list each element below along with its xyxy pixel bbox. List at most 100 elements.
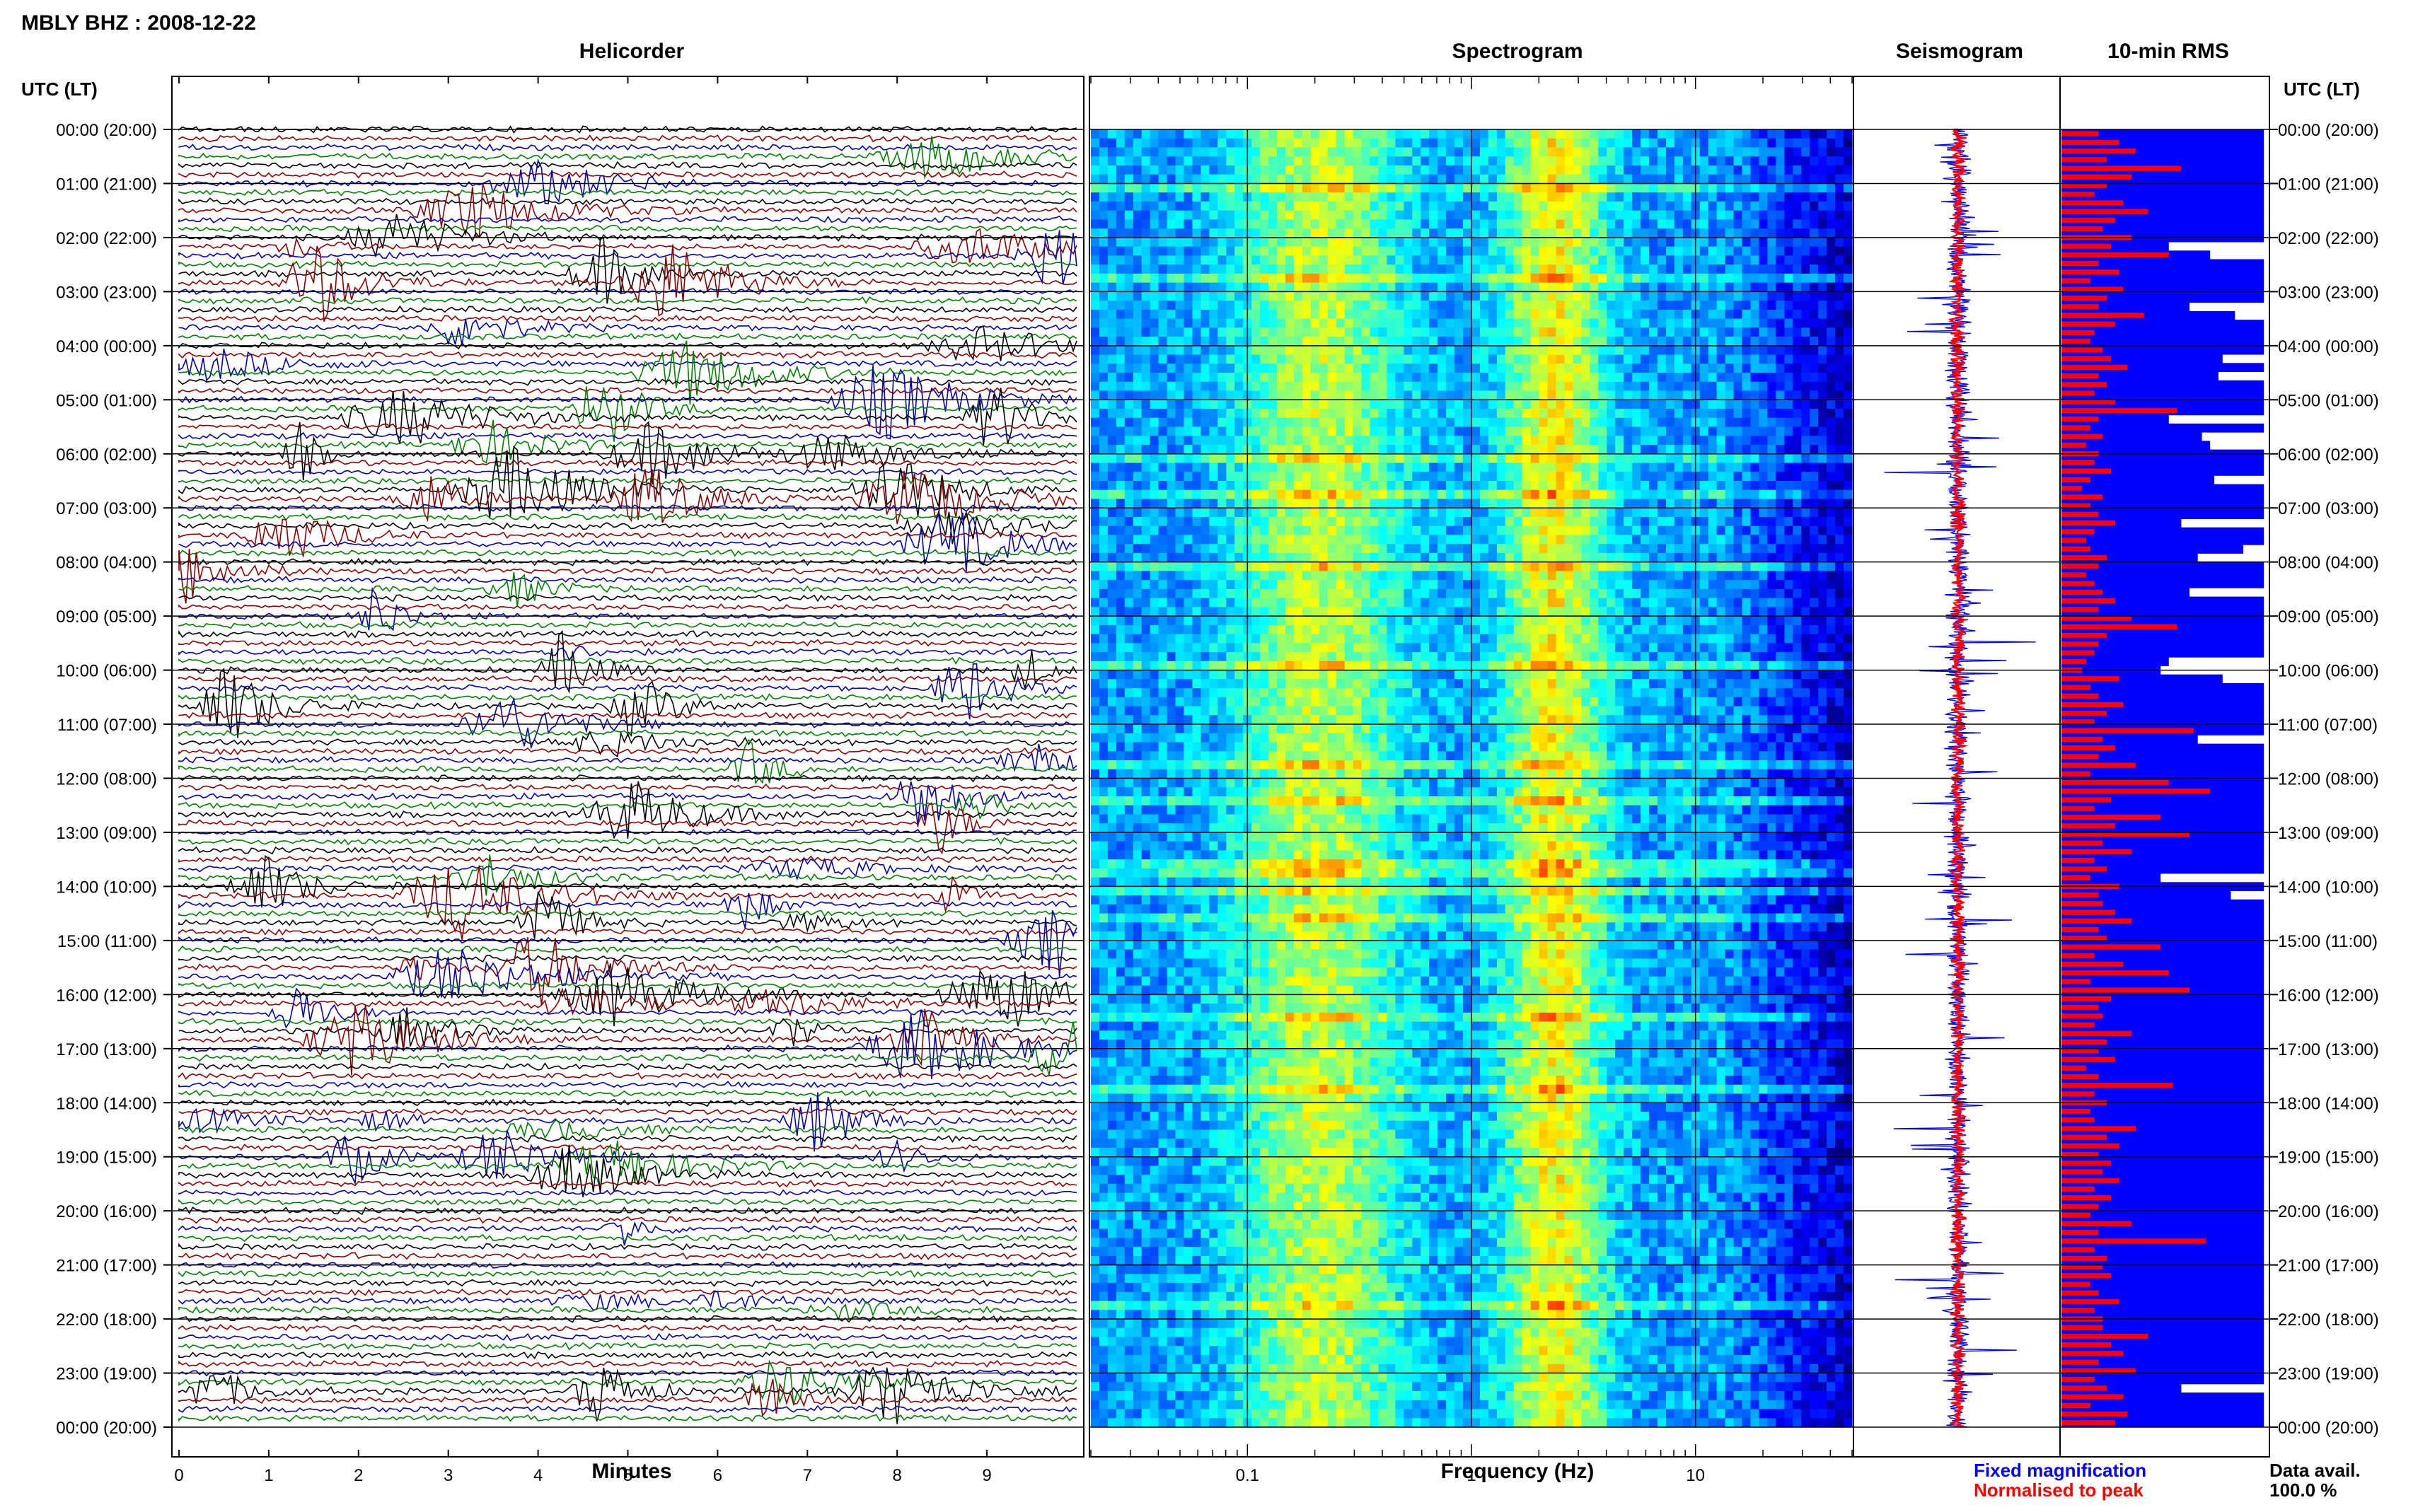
spectrogram-cell bbox=[1725, 129, 1735, 139]
spectrogram-cell bbox=[1141, 129, 1151, 139]
spectrogram-cell bbox=[1505, 318, 1515, 328]
spectrogram-cell bbox=[1716, 390, 1726, 400]
spectrogram-cell bbox=[1293, 147, 1303, 157]
spectrogram-cell bbox=[1141, 354, 1151, 364]
spectrogram-cell bbox=[1336, 264, 1346, 274]
spectrogram-cell bbox=[1488, 544, 1498, 554]
spectrogram-cell bbox=[1327, 192, 1337, 202]
spectrogram-cell bbox=[1750, 129, 1760, 139]
spectrogram-cell bbox=[1141, 436, 1151, 446]
spectrogram-cell bbox=[1674, 525, 1684, 535]
spectrogram-cell bbox=[1302, 273, 1312, 284]
spectrogram-cell bbox=[1844, 390, 1853, 400]
spectrogram-cell bbox=[1268, 373, 1278, 383]
spectrogram-cell bbox=[1133, 535, 1143, 545]
spectrogram-cell bbox=[1658, 588, 1667, 599]
spectrogram-cell bbox=[1699, 489, 1709, 499]
spectrogram-cell bbox=[1784, 489, 1793, 499]
spectrogram-cell bbox=[1167, 282, 1176, 292]
spectrogram-cell bbox=[1505, 138, 1515, 148]
spectrogram-cell bbox=[1395, 147, 1404, 157]
spectrogram-cell bbox=[1539, 210, 1549, 220]
spectrogram-cell bbox=[1454, 525, 1464, 535]
spectrogram-cell bbox=[1793, 588, 1802, 599]
spectrogram-cell bbox=[1530, 525, 1540, 535]
spectrogram-cell bbox=[1844, 201, 1853, 211]
spectrogram-cell bbox=[1344, 472, 1354, 482]
spectrogram-cell bbox=[1395, 364, 1404, 373]
spectrogram-cell bbox=[1784, 417, 1793, 428]
spectrogram-cell bbox=[1133, 183, 1143, 193]
spectrogram-cell bbox=[1234, 373, 1244, 383]
spectrogram-cell bbox=[1175, 381, 1185, 392]
spectrogram-cell bbox=[1699, 345, 1709, 356]
spectrogram-cell bbox=[1556, 273, 1566, 284]
spectrogram-cell bbox=[1438, 453, 1447, 464]
spectrogram-cell bbox=[1141, 210, 1151, 220]
spectrogram-cell bbox=[1133, 192, 1143, 202]
spectrogram-cell bbox=[1530, 453, 1540, 464]
spectrogram-cell bbox=[1378, 571, 1388, 581]
spectrogram-cell bbox=[1184, 237, 1193, 248]
spectrogram-cell bbox=[1395, 165, 1404, 175]
spectrogram-cell bbox=[1302, 426, 1312, 436]
spectrogram-cell bbox=[1801, 183, 1810, 193]
spectrogram-cell bbox=[1285, 192, 1295, 202]
spectrogram-cell bbox=[1217, 210, 1227, 220]
spectrogram-cell bbox=[1530, 607, 1540, 617]
spectrogram-cell bbox=[1742, 210, 1752, 220]
spectrogram-cell bbox=[1530, 562, 1540, 571]
spectrogram-cell bbox=[1708, 309, 1718, 320]
helicorder-trace bbox=[178, 621, 1077, 630]
spectrogram-cell bbox=[1708, 255, 1718, 265]
spectrogram-cell bbox=[1438, 192, 1447, 202]
spectrogram-cell bbox=[1835, 544, 1844, 554]
spectrogram-cell bbox=[1742, 571, 1752, 581]
spectrogram-cell bbox=[1471, 138, 1481, 148]
spectrogram-cell bbox=[1226, 508, 1235, 518]
spectrogram-cell bbox=[1530, 580, 1540, 590]
spectrogram-cell bbox=[1844, 156, 1853, 166]
spectrogram-cell bbox=[1742, 544, 1752, 554]
spectrogram-cell bbox=[1666, 562, 1675, 571]
spectrogram-cell bbox=[1438, 598, 1447, 607]
spectrogram-cell bbox=[1429, 390, 1438, 400]
spectrogram-cell bbox=[1310, 192, 1320, 202]
spectrogram-cell bbox=[1277, 246, 1286, 256]
spectrogram-cell bbox=[1217, 309, 1227, 320]
spectrogram-cell bbox=[1513, 426, 1523, 436]
spectrogram-cell bbox=[1624, 571, 1633, 581]
spectrogram-cell bbox=[1268, 282, 1278, 292]
spectrogram-cell bbox=[1260, 192, 1269, 202]
spectrogram-cell bbox=[1590, 489, 1599, 499]
spectrogram-cell bbox=[1285, 499, 1295, 508]
spectrogram-cell bbox=[1310, 129, 1320, 139]
spectrogram-cell bbox=[1404, 426, 1413, 436]
spectrogram-cell bbox=[1581, 228, 1590, 238]
spectrogram-cell bbox=[1649, 183, 1658, 193]
spectrogram-cell bbox=[1260, 273, 1269, 284]
spectrogram-cell bbox=[1590, 301, 1599, 310]
spectrogram-cell bbox=[1268, 129, 1278, 139]
spectrogram-cell bbox=[1454, 327, 1464, 337]
spectrogram-cell bbox=[1556, 481, 1566, 491]
spectrogram-cell bbox=[1767, 489, 1776, 499]
spectrogram-cell bbox=[1412, 174, 1421, 184]
spectrogram-cell bbox=[1564, 246, 1574, 256]
spectrogram-cell bbox=[1141, 544, 1151, 554]
spectrogram-cell bbox=[1471, 337, 1481, 347]
spectrogram-cell bbox=[1835, 364, 1844, 373]
spectrogram-cell bbox=[1725, 282, 1735, 292]
spectrogram-cell bbox=[1624, 445, 1633, 455]
spectrogram-cell bbox=[1167, 400, 1176, 409]
spectrogram-cell bbox=[1590, 525, 1599, 535]
spectrogram-cell bbox=[1353, 580, 1363, 590]
spectrogram-cell bbox=[1327, 436, 1337, 446]
spectrogram-cell bbox=[1454, 588, 1464, 599]
spectrogram-cell bbox=[1810, 445, 1819, 455]
spectrogram-cell bbox=[1184, 327, 1193, 337]
spectrogram-cell bbox=[1759, 318, 1769, 328]
spectrogram-cell bbox=[1217, 327, 1227, 337]
spectrogram-cell bbox=[1201, 390, 1210, 400]
spectrogram-cell bbox=[1404, 156, 1413, 166]
